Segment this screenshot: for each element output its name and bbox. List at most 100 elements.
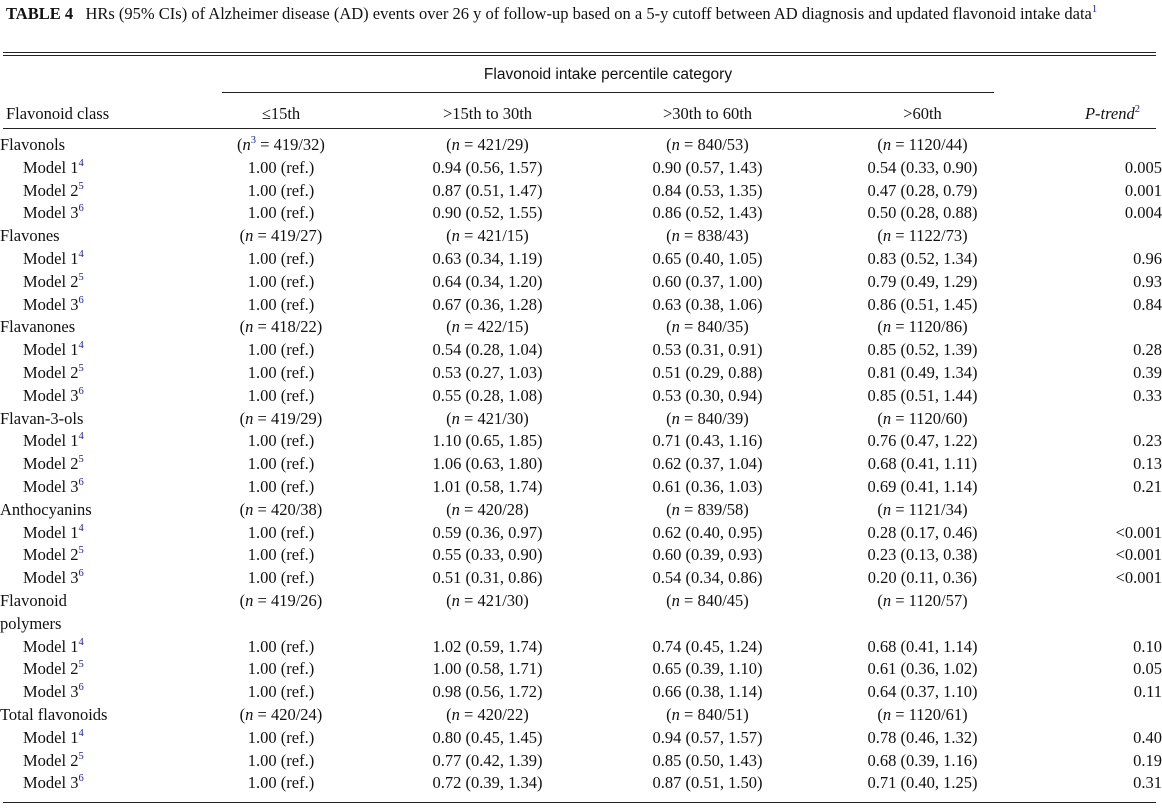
- cell-15to30: (n = 421/29): [446, 135, 529, 154]
- row-label-text: Model 1: [23, 248, 79, 268]
- table-label: TABLE 4: [6, 4, 74, 23]
- cell-30to60: 0.90 (0.57, 1.43): [652, 157, 763, 177]
- model-footnote-marker[interactable]: 6: [78, 773, 84, 785]
- table-row: Flavanones (n = 418/22) (n = 422/15) (n = 8…: [0, 316, 1162, 339]
- model-footnote-marker[interactable]: 5: [78, 362, 84, 374]
- cell-le15: (n = 420/24): [239, 704, 323, 724]
- flavonoid-class-label: Anthocyanins: [0, 499, 222, 522]
- cell-gt60: (n = 1120/86): [877, 317, 968, 337]
- cell-ptrend: 0.11: [1133, 682, 1162, 702]
- cell-le15: 1.00 (ref.): [247, 750, 315, 770]
- model-label: Model 36: [0, 567, 222, 590]
- cell-ptrend: [1025, 704, 1162, 727]
- cell-ptrend: 0.96: [1133, 248, 1162, 268]
- cell-le15: (n = 419/29): [239, 408, 323, 428]
- table-row: Model 25 1.00 (ref.) 0.77 (0.42, 1.39) 0.85…: [0, 750, 1162, 773]
- spanner-rule: [222, 92, 994, 93]
- model-footnote-marker[interactable]: 6: [78, 568, 84, 580]
- cell-le15: (n = 418/22): [239, 317, 323, 337]
- cell-ptrend: [1025, 225, 1162, 248]
- row-label-text: Flavonoid: [0, 590, 67, 610]
- cell-le15: 1.00 (ref.): [247, 682, 315, 702]
- cell-le15: 1.00 (ref.): [247, 476, 315, 496]
- model-footnote-marker[interactable]: 6: [78, 682, 84, 694]
- cell-gt60: (n = 1122/73): [877, 226, 968, 246]
- row-label-text: Model 1: [23, 157, 79, 177]
- model-footnote-marker[interactable]: 5: [78, 271, 84, 283]
- cell-15to30: (n = 421/30): [446, 590, 529, 610]
- cell-15to30: 0.55 (0.28, 1.08): [432, 385, 543, 405]
- model-footnote-marker[interactable]: 4: [78, 340, 84, 352]
- cell-le15: 1.00 (ref.): [247, 545, 315, 565]
- cell-15to30: 0.63 (0.34, 1.19): [432, 248, 543, 268]
- cell-ptrend: 0.23: [1133, 431, 1162, 451]
- model-footnote-marker[interactable]: 6: [78, 476, 84, 488]
- row-label-text: Model 1: [23, 522, 79, 542]
- model-footnote-marker[interactable]: 4: [78, 727, 84, 739]
- cell-ptrend: 0.19: [1133, 750, 1162, 770]
- table-row: Model 14 1.00 (ref.) 1.02 (0.59, 1.74) 0.74…: [0, 636, 1162, 659]
- model-footnote-marker[interactable]: 6: [78, 294, 84, 306]
- cell-30to60: (n = 840/45): [666, 590, 749, 610]
- model-footnote-marker[interactable]: 4: [78, 522, 84, 534]
- model-footnote-marker[interactable]: 5: [78, 454, 84, 466]
- model-footnote-marker[interactable]: 4: [78, 431, 84, 443]
- caption-footnote-marker[interactable]: 1: [1091, 4, 1098, 15]
- cell-15to30: 0.53 (0.27, 1.03): [432, 362, 543, 382]
- table-row: Model 36 1.00 (ref.) 1.01 (0.58, 1.74) 0.61…: [0, 476, 1162, 499]
- cell-30to60: 0.62 (0.40, 0.95): [652, 522, 763, 542]
- cell-gt60: 0.79 (0.49, 1.29): [867, 271, 978, 291]
- cell-15to30: 0.98 (0.56, 1.72): [432, 682, 543, 702]
- cell-gt60: 0.69 (0.41, 1.14): [867, 476, 978, 496]
- table-row: Flavonols (n3 = 419/32) (n = 421/29) (n = 8…: [0, 134, 1162, 157]
- model-label: Model 36: [0, 202, 222, 225]
- model-footnote-marker[interactable]: 5: [78, 545, 84, 557]
- cell-15to30: 1.01 (0.58, 1.74): [432, 476, 543, 496]
- model-label: Model 36: [0, 294, 222, 317]
- row-label-text: Flavanones: [0, 317, 76, 337]
- cell-15to30: 0.94 (0.56, 1.57): [432, 157, 543, 177]
- header-col-gt60: >60th: [903, 104, 942, 123]
- cell-gt60: 0.86 (0.51, 1.45): [867, 294, 978, 314]
- cell-15to30: 0.67 (0.36, 1.28): [432, 294, 543, 314]
- table-row: Model 14 1.00 (ref.) 0.94 (0.56, 1.57) 0.90…: [0, 157, 1162, 180]
- header-rule: [3, 128, 1156, 129]
- row-label-text: Model 1: [23, 636, 79, 656]
- cell-ptrend: 0.10: [1133, 636, 1162, 656]
- table-row: Model 25 1.00 (ref.) 0.53 (0.27, 1.03) 0.51…: [0, 362, 1162, 385]
- table-row: Flavonoid (n = 419/26) (n = 421/30) (n = 84…: [0, 590, 1162, 613]
- cell-gt60: 0.68 (0.41, 1.11): [867, 454, 978, 474]
- cell-le15: 1.00 (ref.): [247, 454, 315, 474]
- cell-le15: [222, 613, 340, 636]
- cell-ptrend: 0.33: [1133, 385, 1162, 405]
- ptrend-footnote-marker[interactable]: 2: [1134, 104, 1140, 115]
- model-footnote-marker[interactable]: 4: [78, 248, 84, 260]
- table-row: Model 36 1.00 (ref.) 0.55 (0.28, 1.08) 0.53…: [0, 385, 1162, 408]
- cell-ptrend: 0.84: [1133, 294, 1162, 314]
- cell-ptrend: 0.31: [1133, 773, 1162, 793]
- cell-30to60: 0.53 (0.31, 0.91): [652, 340, 763, 360]
- cell-15to30: (n = 422/15): [446, 317, 529, 337]
- model-footnote-marker[interactable]: 6: [78, 385, 84, 397]
- flavonoid-class-label: Flavanones: [0, 316, 222, 339]
- model-footnote-marker[interactable]: 5: [78, 180, 84, 192]
- cell-gt60: 0.71 (0.40, 1.25): [867, 773, 978, 793]
- model-footnote-marker[interactable]: 4: [78, 157, 84, 169]
- model-label: Model 25: [0, 544, 222, 567]
- row-label-text: Model 3: [23, 773, 79, 793]
- cell-ptrend: [1025, 613, 1162, 636]
- cell-30to60: 0.54 (0.34, 0.86): [652, 568, 763, 588]
- cell-15to30: 0.59 (0.36, 0.97): [432, 522, 543, 542]
- cell-gt60: 0.64 (0.37, 1.10): [867, 682, 978, 702]
- model-footnote-marker[interactable]: 6: [78, 203, 84, 215]
- model-label: Model 36: [0, 385, 222, 408]
- model-footnote-marker[interactable]: 5: [78, 659, 84, 671]
- cell-30to60: (n = 838/43): [666, 226, 749, 246]
- model-footnote-marker[interactable]: 5: [78, 750, 84, 762]
- cell-le15: 1.00 (ref.): [247, 157, 315, 177]
- cell-30to60: 0.66 (0.38, 1.14): [652, 682, 763, 702]
- cell-15to30: 1.10 (0.65, 1.85): [432, 431, 543, 451]
- cell-30to60: 0.63 (0.38, 1.06): [652, 294, 763, 314]
- model-footnote-marker[interactable]: 4: [78, 636, 84, 648]
- cell-ptrend: 0.005: [1124, 157, 1162, 177]
